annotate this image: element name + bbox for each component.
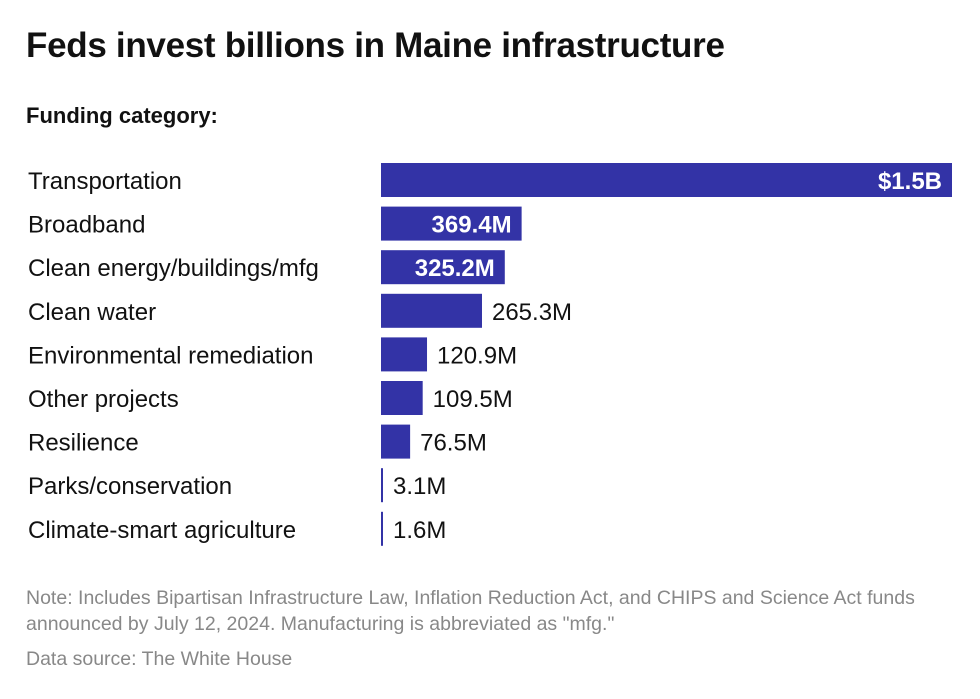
data-source: Data source: The White House bbox=[26, 648, 293, 670]
category-label: Resilience bbox=[28, 430, 139, 457]
value-label: 3.1M bbox=[393, 473, 446, 500]
value-label: 369.4M bbox=[432, 212, 512, 239]
bar bbox=[381, 337, 428, 372]
value-label: 1.6M bbox=[393, 517, 446, 544]
bar bbox=[381, 250, 505, 285]
category-label: Parks/conservation bbox=[28, 473, 232, 500]
bar bbox=[381, 468, 383, 503]
category-label: Other projects bbox=[28, 386, 179, 413]
value-label: 76.5M bbox=[420, 430, 487, 457]
value-label: 120.9M bbox=[437, 342, 517, 369]
bar bbox=[381, 381, 423, 415]
bar bbox=[381, 424, 411, 459]
category-label: Transportation bbox=[28, 168, 182, 195]
bar bbox=[381, 293, 482, 328]
value-label: $1.5B bbox=[878, 168, 942, 195]
bar bbox=[381, 163, 952, 197]
value-label: 109.5M bbox=[433, 386, 513, 413]
value-label: 325.2M bbox=[415, 255, 495, 282]
category-axis-heading: Funding category: bbox=[26, 103, 218, 128]
category-label: Clean energy/buildings/mfg bbox=[28, 255, 319, 282]
value-label: 265.3M bbox=[492, 299, 572, 326]
chart-title: Feds invest billions in Maine infrastruc… bbox=[26, 26, 725, 65]
category-label: Clean water bbox=[28, 299, 156, 326]
bar bbox=[381, 511, 383, 546]
category-label: Broadband bbox=[28, 212, 145, 239]
category-label: Climate-smart agriculture bbox=[28, 517, 296, 544]
category-label: Environmental remediation bbox=[28, 342, 313, 369]
bar-chart: Transportation $1.5B Broadband 369.4M Clean … bbox=[28, 163, 952, 546]
chart-note: Note: Includes Bipartisan Infrastructure… bbox=[26, 587, 915, 635]
bar bbox=[381, 206, 522, 241]
